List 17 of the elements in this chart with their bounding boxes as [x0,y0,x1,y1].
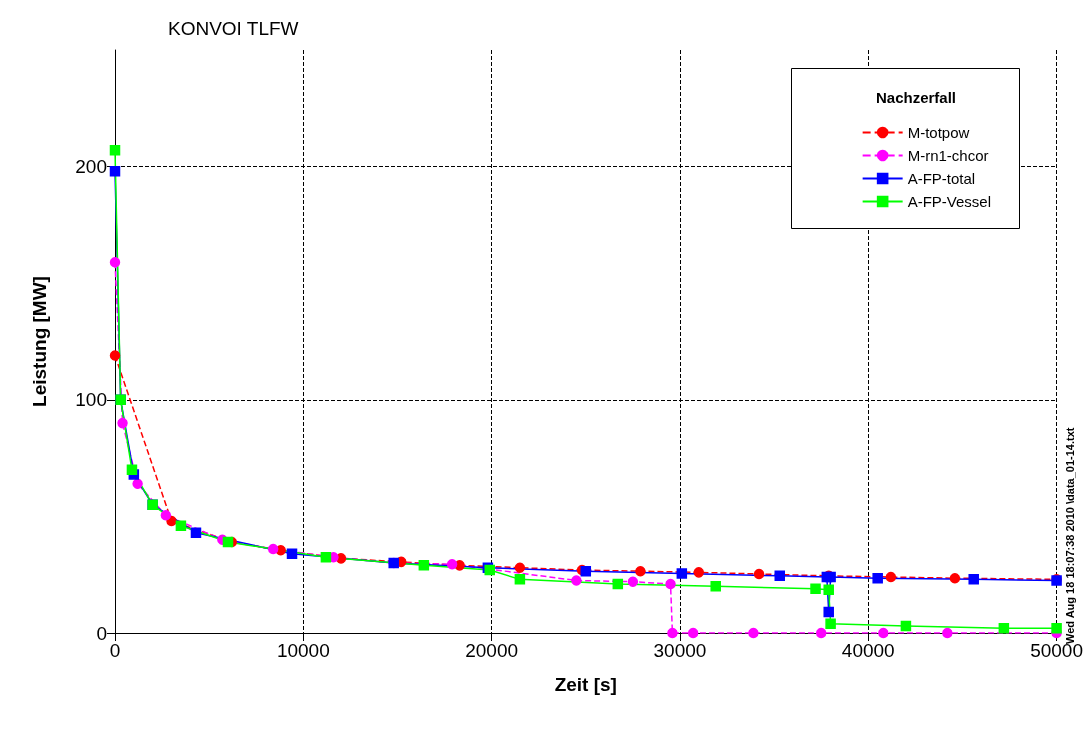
y-axis-title: Leistung [MW] [29,276,50,407]
legend-label: M-totpow [907,124,970,141]
y-tick-label: 200 [75,156,107,178]
x-axis-title: Zeit [s] [554,674,617,695]
legend-label: A-FP-Vessel [907,193,991,210]
x-tick-label: 10000 [276,640,330,661]
x-tick-label: 40000 [841,640,895,661]
chart-title: KONVOI TLFW [168,18,299,39]
text: Wed Aug 18 18:07:38 2010 \data_01-14.txt [1063,427,1076,644]
legend-label: A-FP-total [907,170,976,187]
y-tick-label: 100 [75,389,107,411]
y-tick-label: 0 [96,622,107,644]
x-tick-label: 20000 [465,640,519,661]
legend-title: Nachzerfall [875,89,957,106]
legend-label: M-rn1-chcor [907,147,989,164]
x-tick-label: 30000 [653,640,707,661]
x-tick-label: 0 [109,640,121,661]
